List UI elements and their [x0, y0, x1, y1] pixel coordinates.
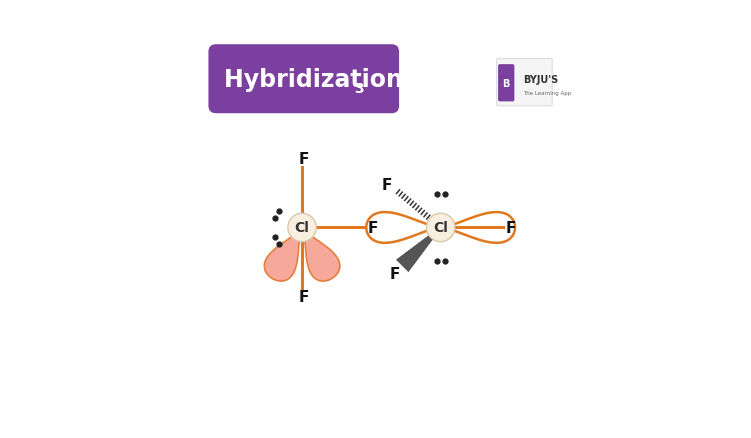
- Text: Cl: Cl: [433, 221, 448, 235]
- Polygon shape: [366, 212, 441, 243]
- Text: F: F: [367, 220, 378, 235]
- Text: The Learning App: The Learning App: [523, 91, 572, 96]
- Text: BYJU'S: BYJU'S: [523, 75, 559, 85]
- Polygon shape: [397, 227, 441, 272]
- FancyBboxPatch shape: [499, 66, 514, 102]
- Text: F: F: [299, 151, 309, 166]
- Circle shape: [288, 214, 316, 242]
- Text: Hybridization of ClF: Hybridization of ClF: [225, 68, 488, 92]
- Text: Cl: Cl: [294, 221, 309, 235]
- Text: B: B: [502, 78, 510, 88]
- Circle shape: [427, 214, 455, 242]
- Text: F: F: [382, 177, 392, 192]
- Text: 3: 3: [354, 81, 363, 95]
- Text: F: F: [390, 266, 400, 281]
- Polygon shape: [264, 228, 302, 282]
- FancyBboxPatch shape: [209, 46, 399, 113]
- Text: F: F: [505, 220, 516, 235]
- FancyBboxPatch shape: [496, 59, 552, 106]
- Polygon shape: [441, 212, 515, 243]
- Polygon shape: [302, 228, 339, 282]
- Text: F: F: [299, 290, 309, 304]
